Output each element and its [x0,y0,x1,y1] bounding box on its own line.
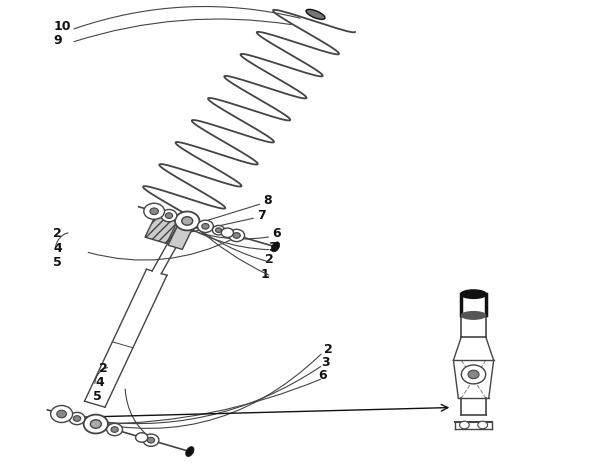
Circle shape [198,220,214,232]
Circle shape [143,434,159,446]
Text: 3: 3 [321,356,330,369]
Circle shape [478,421,488,429]
Text: 2: 2 [324,343,333,356]
Circle shape [468,370,479,379]
Text: 2: 2 [264,254,274,266]
Text: 4: 4 [53,242,62,255]
Bar [168,221,194,249]
Circle shape [212,226,225,235]
Text: 9: 9 [53,34,62,47]
Circle shape [229,229,245,242]
Ellipse shape [271,242,280,252]
Bar [145,215,177,244]
Ellipse shape [306,10,325,19]
Circle shape [202,223,209,229]
Text: 1: 1 [260,267,269,281]
Text: 2: 2 [53,228,62,240]
Circle shape [91,420,102,428]
Circle shape [51,406,73,422]
Text: 8: 8 [263,194,272,208]
Text: 2: 2 [99,362,108,375]
Circle shape [136,433,147,442]
Circle shape [73,416,81,421]
Circle shape [460,421,469,429]
Text: 10: 10 [53,20,70,33]
Text: 3: 3 [268,241,277,254]
Circle shape [57,410,67,418]
Circle shape [144,203,165,219]
Text: 5: 5 [53,256,62,269]
Circle shape [84,415,108,434]
Circle shape [69,412,85,425]
Circle shape [461,365,486,384]
Circle shape [215,228,222,233]
Circle shape [165,213,173,219]
Text: 6: 6 [318,369,327,382]
Circle shape [222,228,233,238]
Ellipse shape [461,290,487,298]
Text: 6: 6 [272,228,281,240]
Text: 7: 7 [257,209,266,222]
Circle shape [106,423,122,436]
Text: 4: 4 [96,376,105,389]
Circle shape [182,217,193,225]
Circle shape [150,208,159,215]
Ellipse shape [185,446,194,456]
Text: 5: 5 [93,390,102,403]
Circle shape [233,233,241,238]
Ellipse shape [461,312,486,319]
Circle shape [147,437,155,443]
Circle shape [111,427,118,432]
Circle shape [161,209,177,222]
Circle shape [175,211,200,230]
